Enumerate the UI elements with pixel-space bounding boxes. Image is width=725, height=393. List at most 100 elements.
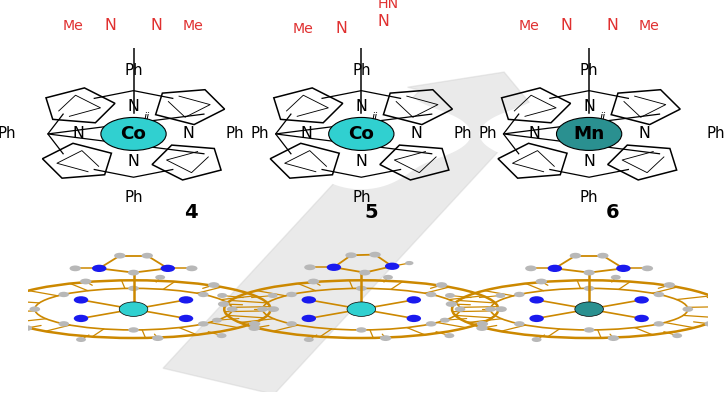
Circle shape xyxy=(426,292,436,297)
Text: Ph: Ph xyxy=(0,127,17,141)
Text: 6: 6 xyxy=(606,204,620,222)
Text: ii: ii xyxy=(371,112,378,121)
Circle shape xyxy=(531,337,542,342)
Circle shape xyxy=(345,252,357,258)
Circle shape xyxy=(514,321,525,327)
Text: Ph: Ph xyxy=(124,62,143,77)
Circle shape xyxy=(286,292,297,297)
Circle shape xyxy=(514,292,525,297)
Text: Ph: Ph xyxy=(453,127,472,141)
Circle shape xyxy=(446,301,457,307)
Circle shape xyxy=(74,296,88,303)
Text: N: N xyxy=(560,18,572,33)
Circle shape xyxy=(608,335,619,341)
Circle shape xyxy=(445,293,455,298)
Circle shape xyxy=(179,296,194,303)
Circle shape xyxy=(59,321,69,327)
Circle shape xyxy=(249,321,260,327)
Circle shape xyxy=(217,333,226,338)
Text: Ph: Ph xyxy=(124,190,143,205)
Circle shape xyxy=(525,266,536,271)
Circle shape xyxy=(584,286,594,291)
Circle shape xyxy=(682,307,693,312)
Circle shape xyxy=(198,292,209,297)
Text: N: N xyxy=(583,154,595,169)
Text: N: N xyxy=(183,127,194,141)
Circle shape xyxy=(405,261,413,265)
Circle shape xyxy=(455,307,465,312)
Circle shape xyxy=(286,321,297,327)
Circle shape xyxy=(634,296,649,303)
Text: N: N xyxy=(529,127,540,141)
Text: N: N xyxy=(150,18,162,33)
Circle shape xyxy=(179,315,194,322)
Circle shape xyxy=(268,306,279,312)
Circle shape xyxy=(359,270,370,275)
Text: N: N xyxy=(300,127,312,141)
Text: 5: 5 xyxy=(365,204,378,222)
Text: Ph: Ph xyxy=(352,190,370,205)
Circle shape xyxy=(557,118,622,151)
Text: Ph: Ph xyxy=(580,190,598,205)
Text: N: N xyxy=(128,99,139,114)
Circle shape xyxy=(128,327,139,332)
Circle shape xyxy=(141,253,153,259)
Circle shape xyxy=(407,315,421,322)
Circle shape xyxy=(74,315,88,322)
Circle shape xyxy=(616,265,631,272)
Text: N: N xyxy=(606,18,618,33)
Circle shape xyxy=(128,270,139,275)
Circle shape xyxy=(724,306,725,312)
Circle shape xyxy=(547,265,562,272)
Circle shape xyxy=(70,266,81,271)
Circle shape xyxy=(476,325,488,331)
Text: Me: Me xyxy=(293,22,314,36)
Circle shape xyxy=(529,315,544,322)
Circle shape xyxy=(155,275,165,280)
Circle shape xyxy=(30,307,40,312)
Circle shape xyxy=(328,118,394,151)
Circle shape xyxy=(80,279,91,285)
Circle shape xyxy=(611,275,621,280)
Circle shape xyxy=(304,264,315,270)
Text: Ph: Ph xyxy=(352,62,370,77)
Text: N: N xyxy=(105,18,117,33)
Text: N: N xyxy=(410,127,422,141)
FancyArrow shape xyxy=(163,72,543,393)
Text: Me: Me xyxy=(183,19,204,33)
Circle shape xyxy=(663,282,675,288)
Circle shape xyxy=(119,302,148,316)
Circle shape xyxy=(380,335,392,341)
Circle shape xyxy=(186,266,197,271)
Circle shape xyxy=(584,270,594,275)
Circle shape xyxy=(385,263,399,270)
Circle shape xyxy=(477,321,488,327)
Text: HN: HN xyxy=(378,0,399,11)
Circle shape xyxy=(529,296,544,303)
Circle shape xyxy=(268,293,278,298)
Polygon shape xyxy=(252,79,471,189)
Circle shape xyxy=(0,301,1,307)
Text: Ph: Ph xyxy=(478,127,497,141)
Circle shape xyxy=(92,265,107,272)
Circle shape xyxy=(212,318,222,323)
Circle shape xyxy=(436,282,447,288)
Text: ii: ii xyxy=(144,112,150,121)
Circle shape xyxy=(356,286,367,291)
Circle shape xyxy=(407,296,421,303)
Circle shape xyxy=(653,321,664,327)
Circle shape xyxy=(208,282,220,288)
Circle shape xyxy=(369,252,381,257)
Circle shape xyxy=(302,315,316,322)
Circle shape xyxy=(128,286,139,291)
Circle shape xyxy=(347,302,376,316)
Text: N: N xyxy=(378,14,389,29)
Circle shape xyxy=(198,321,209,327)
Text: Mn: Mn xyxy=(573,125,605,143)
Circle shape xyxy=(575,302,603,316)
Circle shape xyxy=(570,253,581,259)
Text: 4: 4 xyxy=(184,204,198,222)
Circle shape xyxy=(304,337,314,342)
Circle shape xyxy=(114,253,125,259)
Circle shape xyxy=(152,335,164,341)
